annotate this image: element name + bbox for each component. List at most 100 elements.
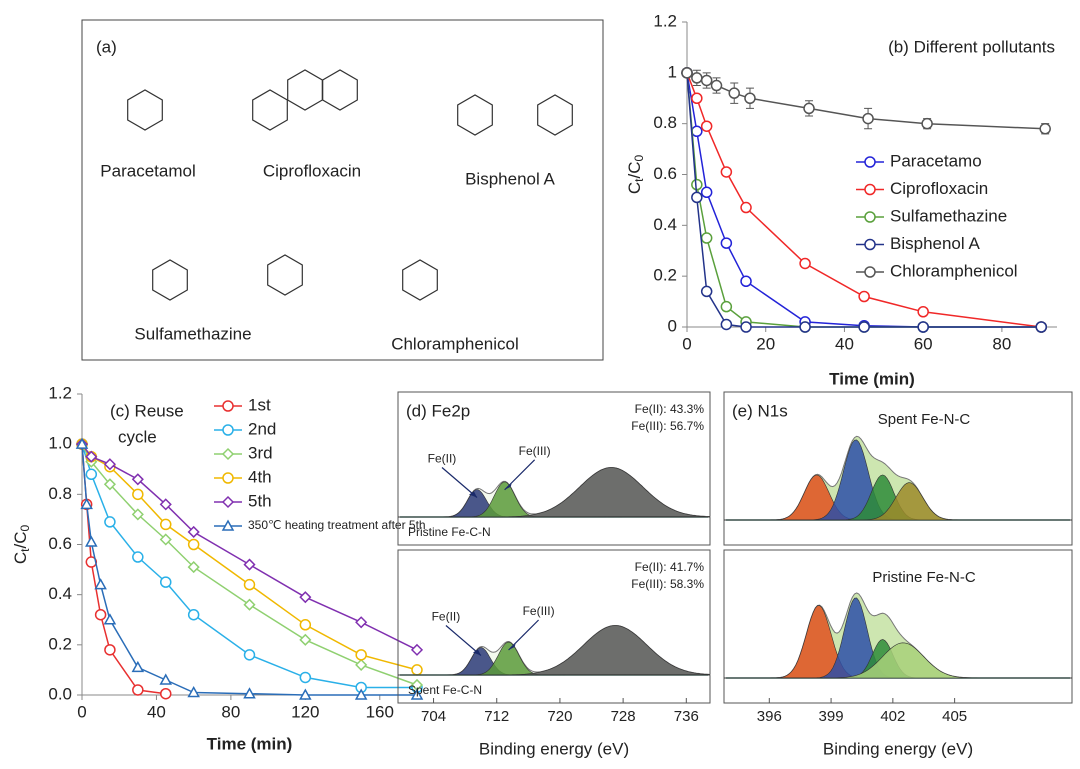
legend-label: 4th bbox=[248, 467, 272, 486]
marker bbox=[132, 684, 144, 696]
ring bbox=[322, 69, 358, 111]
x-tick-label: 405 bbox=[942, 708, 967, 725]
legend-marker bbox=[221, 519, 235, 531]
x-tick-label: 399 bbox=[819, 708, 844, 725]
marker bbox=[720, 237, 733, 249]
legend-marker bbox=[222, 424, 234, 436]
marker bbox=[700, 74, 713, 87]
x-tick-label: 40 bbox=[835, 334, 854, 353]
legend-marker bbox=[222, 472, 234, 484]
marker bbox=[85, 535, 98, 547]
spectrum-label: Spent Fe-C-N bbox=[408, 683, 482, 697]
y-axis-label: Ct/C0 bbox=[625, 155, 646, 195]
marker bbox=[160, 687, 172, 700]
marker bbox=[103, 458, 116, 471]
x-tick-label: 120 bbox=[291, 702, 319, 721]
x-tick-label: 80 bbox=[992, 334, 1011, 353]
marker bbox=[75, 437, 89, 449]
marker bbox=[691, 72, 703, 84]
marker bbox=[355, 658, 368, 671]
marker bbox=[187, 685, 200, 698]
x-tick-label: 0 bbox=[682, 334, 691, 353]
marker bbox=[858, 321, 870, 333]
marker bbox=[410, 643, 424, 656]
ring bbox=[537, 94, 573, 136]
marker bbox=[700, 285, 713, 298]
ring bbox=[287, 69, 323, 111]
marker bbox=[85, 450, 98, 463]
marker bbox=[720, 318, 733, 331]
marker bbox=[104, 516, 116, 528]
y-axis-label-part: t bbox=[18, 548, 32, 552]
marker bbox=[104, 644, 116, 656]
compound-name: Bisphenol A bbox=[465, 169, 555, 188]
marker bbox=[799, 321, 811, 333]
series-line bbox=[81, 443, 418, 651]
marker bbox=[355, 649, 367, 661]
spectrum-frame bbox=[397, 391, 711, 546]
marker bbox=[720, 300, 733, 313]
x-tick-label: 0 bbox=[77, 702, 86, 721]
x-axis-label: Binding energy (eV) bbox=[823, 739, 973, 758]
x-tick-label: 712 bbox=[484, 708, 509, 725]
ring bbox=[267, 254, 303, 296]
ring bbox=[127, 89, 163, 131]
annotation: Fe(II): 41.7% bbox=[635, 560, 705, 574]
marker bbox=[728, 87, 740, 99]
marker bbox=[710, 79, 723, 92]
legend-marker bbox=[864, 156, 876, 168]
peak-arrow bbox=[445, 625, 482, 656]
spectrum-frame bbox=[397, 549, 711, 704]
series-line bbox=[81, 443, 417, 689]
x-tick-label: 40 bbox=[147, 702, 166, 721]
panel-title: cycle bbox=[118, 427, 157, 446]
legend-marker bbox=[221, 495, 235, 509]
marker bbox=[299, 633, 312, 646]
marker bbox=[1035, 321, 1048, 333]
annotation: Fe(II): 43.3% bbox=[635, 402, 705, 416]
marker bbox=[131, 473, 144, 486]
marker bbox=[921, 117, 933, 130]
marker bbox=[700, 186, 713, 199]
peak-arrow bbox=[504, 459, 536, 491]
panel-a-frame bbox=[81, 19, 604, 361]
marker bbox=[744, 92, 756, 104]
spectrum-label: Pristine Fe-N-C bbox=[872, 569, 976, 586]
y-axis-label: Ct/C0 bbox=[11, 525, 32, 565]
marker bbox=[94, 608, 107, 621]
marker bbox=[691, 191, 703, 204]
peak-label: Fe(III) bbox=[523, 604, 555, 618]
y-tick-label: 1.2 bbox=[653, 11, 677, 30]
legend-label: 2nd bbox=[248, 419, 276, 438]
marker bbox=[103, 613, 117, 625]
spectrum-label: Pristine Fe-C-N bbox=[408, 525, 491, 539]
arrow-head bbox=[468, 491, 477, 498]
marker bbox=[159, 533, 172, 546]
marker bbox=[862, 112, 874, 125]
panel-title: (a) bbox=[96, 37, 117, 56]
arrow-head bbox=[508, 644, 516, 650]
spectrum-frame bbox=[723, 549, 1073, 704]
legend-marker bbox=[864, 183, 876, 196]
compound-name: Sulfamethazine bbox=[134, 324, 251, 343]
marker bbox=[243, 578, 256, 591]
annotation: Fe(III): 58.3% bbox=[631, 577, 704, 591]
ring bbox=[457, 94, 493, 136]
marker bbox=[243, 598, 256, 611]
marker bbox=[858, 290, 870, 303]
y-axis-label-part: 0 bbox=[632, 155, 646, 162]
ring bbox=[152, 259, 188, 301]
legend-label: Bisphenol A bbox=[890, 234, 980, 253]
spectrum-label: Spent Fe-N-C bbox=[878, 411, 971, 428]
marker bbox=[740, 201, 752, 214]
panel-title: (d) Fe2p bbox=[406, 401, 470, 420]
marker bbox=[187, 538, 200, 551]
x-tick-label: 704 bbox=[421, 708, 446, 725]
compound-name: Ciprofloxacin bbox=[263, 161, 361, 180]
marker bbox=[355, 616, 368, 629]
series-line bbox=[686, 72, 1042, 328]
y-axis-label-part: C bbox=[625, 182, 644, 194]
series-line bbox=[81, 443, 418, 671]
marker bbox=[131, 508, 144, 521]
